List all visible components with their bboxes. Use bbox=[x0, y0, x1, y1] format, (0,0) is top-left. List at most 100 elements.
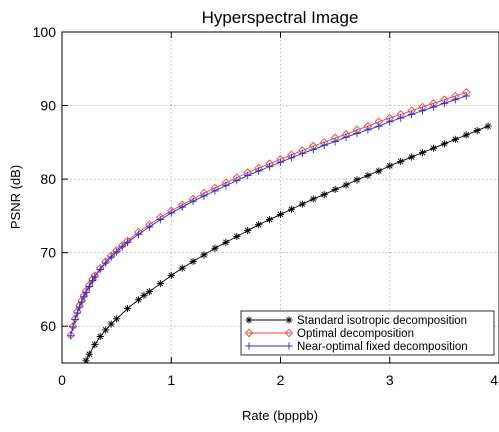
y-tick-label: 100 bbox=[33, 24, 57, 40]
legend-item: Near-optimal fixed decomposition bbox=[245, 341, 468, 353]
y-tick-label: 80 bbox=[40, 171, 56, 187]
data-point bbox=[200, 251, 208, 259]
data-point bbox=[364, 126, 372, 134]
data-point bbox=[451, 135, 459, 143]
legend-label: Near-optimal fixed decomposition bbox=[297, 341, 468, 353]
legend-label: Optimal decomposition bbox=[297, 328, 414, 340]
data-point bbox=[429, 103, 438, 111]
series-asterisk bbox=[82, 122, 492, 363]
x-tick-label: 4 bbox=[490, 372, 498, 388]
y-axis-label: PSNR (dB) bbox=[8, 165, 23, 229]
data-point bbox=[112, 248, 121, 256]
y-tick-label: 90 bbox=[40, 98, 56, 114]
data-point bbox=[255, 221, 263, 229]
data-point bbox=[85, 350, 93, 358]
data-point bbox=[77, 298, 86, 306]
data-point bbox=[73, 309, 82, 317]
data-point bbox=[145, 288, 153, 296]
data-point bbox=[276, 158, 285, 166]
y-tick-label: 70 bbox=[40, 245, 56, 261]
data-point bbox=[397, 157, 405, 166]
data-point bbox=[287, 205, 296, 213]
data-point bbox=[222, 238, 230, 246]
chart-title: Hyperspectral Image bbox=[202, 8, 359, 27]
legend-label: Standard isotropic decomposition bbox=[297, 315, 467, 327]
data-point bbox=[287, 153, 296, 162]
data-point bbox=[331, 185, 339, 194]
legend-item: Optimal decomposition bbox=[244, 328, 414, 340]
legend-marker bbox=[245, 316, 253, 324]
data-point bbox=[66, 331, 75, 340]
data-point bbox=[418, 106, 427, 115]
data-point bbox=[265, 215, 274, 224]
legend-marker bbox=[244, 328, 254, 338]
data-point bbox=[71, 315, 79, 324]
data-point bbox=[102, 326, 110, 334]
data-point bbox=[462, 131, 470, 139]
data-point bbox=[145, 223, 154, 231]
data-point bbox=[386, 162, 394, 170]
data-point bbox=[309, 145, 318, 154]
data-point bbox=[407, 110, 416, 119]
data-point bbox=[156, 279, 164, 288]
data-point bbox=[353, 129, 361, 138]
data-point bbox=[364, 171, 372, 180]
data-point bbox=[243, 171, 252, 180]
data-point bbox=[134, 230, 143, 239]
data-point bbox=[107, 320, 115, 328]
data-point bbox=[85, 282, 94, 291]
legend-item: Standard isotropic decomposition bbox=[245, 315, 467, 327]
data-point bbox=[123, 304, 132, 313]
legend: Standard isotropic decompositionOptimal … bbox=[240, 310, 495, 356]
data-point bbox=[80, 293, 88, 301]
data-point bbox=[211, 187, 219, 195]
x-tick-label: 1 bbox=[167, 372, 175, 388]
series-diamond bbox=[66, 88, 471, 340]
data-point bbox=[233, 232, 241, 241]
data-point bbox=[134, 296, 143, 304]
data-point bbox=[82, 288, 90, 297]
data-point bbox=[156, 215, 165, 224]
data-point bbox=[429, 144, 438, 152]
axis-ticks: 0 1 2 3 4 60 70 80 90 100 bbox=[33, 24, 499, 388]
data-point bbox=[211, 244, 219, 252]
data-point bbox=[408, 153, 416, 161]
x-tick-label: 3 bbox=[386, 372, 394, 388]
legend-marker bbox=[285, 342, 293, 350]
legend-marker bbox=[284, 328, 294, 338]
data-point bbox=[96, 265, 105, 274]
data-point bbox=[298, 200, 306, 208]
data-point bbox=[167, 271, 175, 280]
data-point bbox=[320, 190, 328, 199]
data-point bbox=[178, 203, 186, 211]
data-point bbox=[233, 176, 241, 185]
data-point bbox=[385, 117, 394, 126]
data-point bbox=[353, 176, 361, 184]
series-layer bbox=[66, 88, 492, 363]
data-point bbox=[342, 181, 350, 189]
data-point bbox=[123, 238, 132, 247]
data-point bbox=[375, 167, 383, 175]
legend-marker bbox=[245, 342, 253, 350]
x-axis-label: Rate (bpppb) bbox=[242, 408, 318, 423]
data-point bbox=[189, 257, 197, 266]
data-point bbox=[331, 137, 339, 146]
data-point bbox=[82, 357, 90, 363]
data-point bbox=[113, 315, 121, 323]
data-point bbox=[473, 126, 481, 135]
data-point bbox=[75, 303, 84, 311]
series-plus bbox=[66, 92, 471, 340]
data-point bbox=[309, 195, 317, 203]
series-line bbox=[70, 91, 467, 336]
data-point bbox=[69, 323, 77, 331]
legend-marker bbox=[285, 316, 293, 324]
data-point bbox=[90, 273, 99, 281]
data-point bbox=[265, 162, 274, 171]
data-point bbox=[189, 197, 197, 205]
data-point bbox=[320, 141, 328, 150]
data-point bbox=[451, 95, 460, 104]
data-point bbox=[440, 140, 448, 148]
x-tick-label: 2 bbox=[277, 372, 285, 388]
data-point bbox=[96, 332, 104, 341]
